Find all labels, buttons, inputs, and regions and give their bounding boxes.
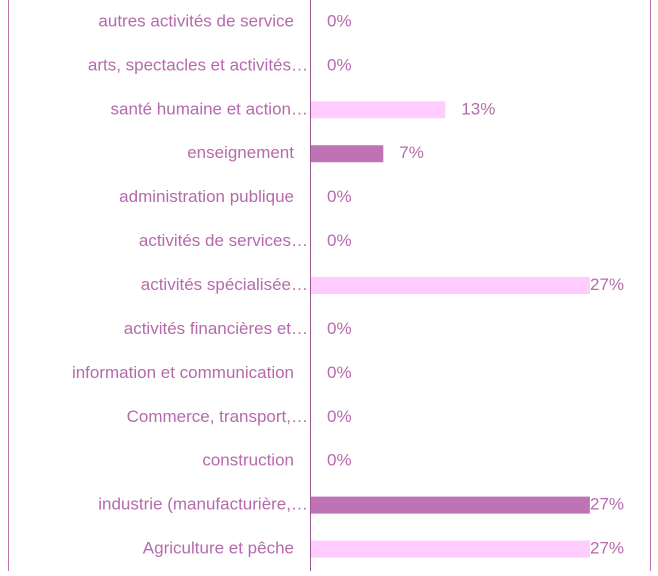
value-label: 0% xyxy=(327,451,352,470)
bar xyxy=(311,145,384,163)
bar xyxy=(311,540,590,558)
category-label: activités financières et… xyxy=(124,319,308,338)
value-label: 0% xyxy=(327,55,352,74)
bar xyxy=(311,496,590,514)
category-label: Agriculture et pêche xyxy=(143,539,294,558)
value-label: 27% xyxy=(590,275,624,294)
category-label: enseignement xyxy=(187,143,294,162)
value-label: 0% xyxy=(327,11,352,30)
bar xyxy=(311,101,446,119)
category-label: administration publique xyxy=(119,187,294,206)
value-label: 27% xyxy=(590,539,624,558)
category-label: construction xyxy=(202,451,294,470)
value-label: 0% xyxy=(327,319,352,338)
value-label: 0% xyxy=(327,187,352,206)
value-label: 0% xyxy=(327,231,352,250)
category-label: Commerce, transport,… xyxy=(127,407,308,426)
category-label: arts, spectacles et activités… xyxy=(88,55,308,74)
category-label: autres activités de service xyxy=(98,11,294,30)
category-label: information et communication xyxy=(72,363,294,382)
category-label: activités de services… xyxy=(139,231,308,250)
category-label: industrie (manufacturière,… xyxy=(98,495,308,514)
value-label: 0% xyxy=(327,363,352,382)
value-label: 27% xyxy=(590,495,624,514)
value-label: 13% xyxy=(461,99,495,118)
value-label: 0% xyxy=(327,407,352,426)
bar xyxy=(311,277,590,294)
category-label: santé humaine et action… xyxy=(110,99,308,118)
category-label: activités spécialisée… xyxy=(141,275,308,294)
value-label: 7% xyxy=(399,143,424,162)
